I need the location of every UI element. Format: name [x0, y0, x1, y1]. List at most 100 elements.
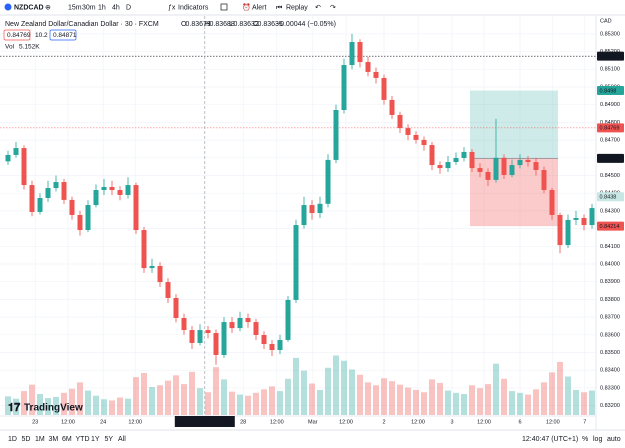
candle-body	[285, 299, 291, 340]
candle-body	[589, 208, 595, 226]
layout-icon[interactable]	[220, 3, 228, 11]
interval-button[interactable]: 15m	[68, 4, 82, 11]
indicators-button[interactable]: Indicators	[178, 4, 209, 11]
spread: 10.2	[35, 32, 48, 39]
candle-body	[45, 188, 51, 198]
price-tag-label: 0.8438	[600, 194, 617, 200]
candle-body	[413, 134, 419, 140]
volume-bar	[117, 397, 123, 415]
interval-button[interactable]: 1h	[98, 4, 106, 11]
volume-bar	[421, 392, 427, 415]
bid-box[interactable]	[3, 29, 31, 41]
range-button[interactable]: 1Y	[91, 436, 100, 443]
candle-body	[29, 185, 35, 212]
price-tag-label: 0.84769	[600, 126, 620, 132]
y-tick-label: 0.83800	[600, 297, 620, 303]
candle-body	[77, 214, 83, 231]
candle-body	[381, 77, 387, 100]
ask-box[interactable]	[49, 29, 77, 41]
volume-bar	[453, 392, 459, 415]
range-button[interactable]: 1M	[35, 436, 45, 443]
brand-name: TradingView	[24, 403, 83, 414]
undo-button[interactable]: ↶	[315, 4, 321, 11]
range-button[interactable]: 6M	[62, 436, 72, 443]
range-button[interactable]: All	[118, 436, 126, 443]
candle-body	[109, 187, 115, 191]
candle-body	[61, 182, 67, 200]
candle-body	[85, 205, 91, 231]
x-tick-label: 12:00	[339, 419, 353, 425]
volume-bar	[349, 369, 355, 415]
symbol[interactable]: NZDCAD	[14, 4, 44, 11]
volume-bar	[493, 363, 499, 415]
legend-change: −0.00044 (−0.05%)	[276, 21, 336, 28]
volume-bar	[37, 394, 43, 415]
price-tag-label: 0.85174	[600, 54, 620, 60]
candle-body	[453, 157, 459, 163]
scale-option[interactable]: auto	[607, 436, 621, 443]
y-tick-label: 0.84800	[600, 120, 620, 126]
volume-bar	[373, 385, 379, 415]
redo-button[interactable]: ↷	[330, 4, 336, 11]
ohlc-key: O	[181, 21, 187, 28]
y-tick-label: 0.84500	[600, 173, 620, 179]
candle-body	[13, 148, 19, 155]
candle-body	[229, 322, 235, 329]
volume-bar	[53, 396, 59, 415]
candle-body	[125, 185, 131, 195]
range-button[interactable]: 5D	[22, 436, 31, 443]
candle-body	[293, 225, 299, 300]
volume-bar	[205, 392, 211, 415]
candle-body	[509, 165, 515, 175]
candle-body	[245, 317, 251, 323]
volume-bar	[533, 389, 539, 415]
ohlc-key: L	[229, 21, 233, 28]
candle-body	[53, 182, 59, 189]
x-tick-label: 23	[32, 419, 38, 425]
scale-option[interactable]: %	[582, 436, 588, 443]
interval-button[interactable]: D	[126, 4, 131, 11]
candle-body	[525, 159, 531, 163]
interval-group: 15m 30m 1h 4h D	[68, 4, 131, 11]
candle-body	[221, 322, 227, 355]
volume-label: Vol	[5, 44, 15, 51]
candle-body	[141, 230, 147, 269]
candle-body	[117, 190, 123, 195]
volume-bar	[341, 360, 347, 415]
volume-bar	[61, 392, 67, 415]
candle-body	[237, 317, 243, 329]
candle-body	[165, 282, 171, 298]
volume-bar	[589, 390, 595, 415]
candle-body	[541, 170, 547, 191]
candle-body	[341, 65, 347, 110]
candle-body	[309, 205, 315, 214]
add-symbol: ⊕	[45, 4, 51, 11]
range-button[interactable]: 3M	[49, 436, 59, 443]
alert-button[interactable]: Alert	[252, 4, 266, 11]
indicators-icon: ƒx	[168, 4, 176, 11]
volume-bar	[501, 378, 507, 415]
scale-option[interactable]: log	[593, 436, 602, 443]
candle-body	[349, 42, 355, 66]
candle-body	[581, 217, 587, 226]
range-button[interactable]: YTD	[76, 436, 90, 443]
candle-body	[325, 159, 331, 204]
candle-body	[501, 157, 507, 175]
volume-bar	[461, 394, 467, 415]
volume-bar	[277, 391, 283, 415]
interval-button[interactable]: 30m	[82, 4, 96, 11]
candle-body	[213, 333, 219, 355]
candle-body	[157, 265, 163, 283]
candle-body	[69, 199, 75, 215]
interval-button[interactable]: 4h	[112, 4, 120, 11]
volume-bar	[13, 398, 19, 415]
range-button[interactable]: 1D	[8, 436, 17, 443]
x-tick-label: 6	[518, 419, 521, 425]
candle-body	[429, 145, 435, 166]
range-button[interactable]: 5Y	[105, 436, 114, 443]
price-tag	[597, 153, 624, 163]
replay-button[interactable]: Replay	[286, 4, 308, 11]
candle-body	[101, 187, 107, 191]
price-tag	[597, 51, 624, 61]
candle-body	[21, 148, 27, 186]
